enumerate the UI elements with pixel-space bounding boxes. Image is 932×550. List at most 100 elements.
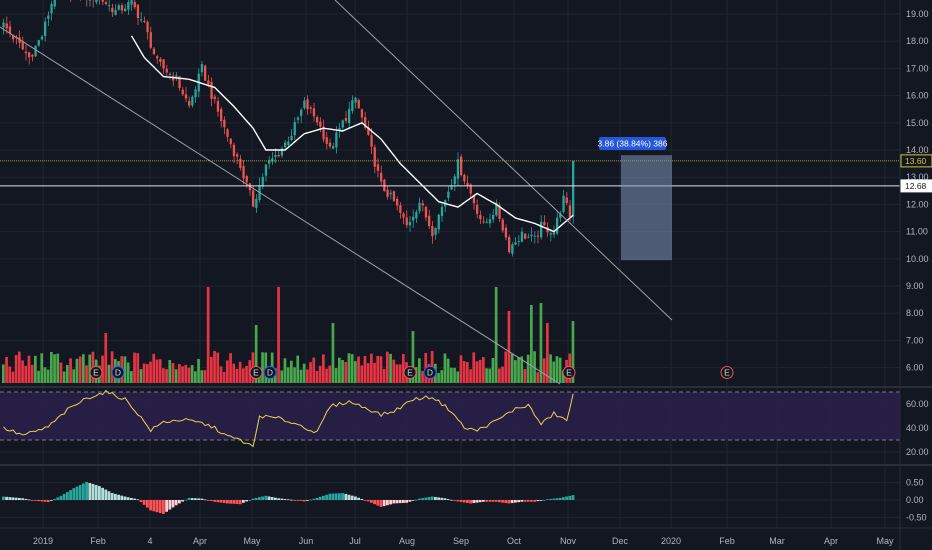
earnings-marker-6[interactable] [562, 366, 576, 379]
candle-body-163 [524, 233, 527, 239]
candle-body-169 [543, 222, 546, 226]
candle-body-31 [101, 0, 104, 2]
earnings-marker-label-5: D [427, 368, 433, 378]
trendline-upper[interactable] [334, 0, 673, 321]
volume-bar-23 [75, 358, 79, 383]
candle-body-160 [514, 242, 517, 245]
candle-body-46 [149, 32, 152, 48]
candle-body-84 [271, 158, 274, 162]
candle-body-142 [456, 159, 460, 179]
candle-body-75 [242, 166, 245, 179]
volume-bar-45 [146, 364, 149, 383]
candle-body-156 [501, 219, 504, 231]
macd-bar-124 [398, 500, 402, 504]
macd-bar-30 [98, 486, 101, 500]
macd-bar-86 [277, 498, 280, 500]
volume-bar-91 [293, 367, 296, 383]
macd-bar-42 [136, 499, 140, 501]
volume-bar-121 [389, 353, 392, 383]
macd-bar-35 [114, 493, 117, 500]
volume-bar-166 [533, 351, 536, 383]
macd-bar-18 [59, 495, 63, 500]
earnings-marker-4[interactable] [403, 366, 417, 379]
earnings-marker-1[interactable] [111, 366, 125, 379]
volume-bar-115 [370, 353, 373, 383]
volume-bar-20 [66, 364, 69, 383]
macd-bar-53 [171, 500, 175, 508]
candle-body-102 [328, 142, 332, 147]
macd-bar-156 [501, 500, 504, 503]
macd-bar-64 [206, 500, 210, 501]
candle-body-170 [546, 227, 549, 233]
candle-body-150 [482, 221, 485, 223]
volume-bar-163 [523, 369, 527, 383]
volume-bar-106 [341, 360, 344, 383]
macd-bar-4 [14, 497, 18, 500]
earnings-marker-0[interactable] [89, 366, 103, 379]
macd-bar-176 [565, 496, 568, 500]
macd-bar-150 [482, 500, 485, 502]
volume-bar-63 [203, 370, 207, 383]
macd-bar-168 [539, 500, 543, 501]
macd-bar-12 [40, 500, 44, 502]
macd-bar-24 [78, 485, 82, 500]
macd-bar-9 [30, 500, 34, 501]
candle-body-124 [399, 205, 402, 213]
macd-bar-16 [53, 498, 56, 500]
candle-body-157 [504, 227, 508, 238]
candle-body-68 [220, 109, 223, 122]
macd-bar-47 [152, 500, 156, 512]
macd-bar-95 [306, 500, 309, 501]
candle-body-176 [565, 197, 568, 203]
macd-bar-174 [558, 497, 562, 500]
volume-bar-165 [530, 305, 533, 383]
volume-bar-161 [517, 357, 520, 383]
candle-body-114 [367, 127, 370, 135]
price-tag-0[interactable]: 13.60 [905, 156, 927, 166]
price-tag-1[interactable]: 12.68 [905, 181, 927, 191]
candle-body-103 [332, 146, 335, 149]
earnings-marker-7[interactable] [720, 366, 734, 379]
macd-bar-162 [520, 500, 524, 502]
volume-bar-17 [56, 353, 60, 383]
volume-bar-66 [213, 351, 216, 383]
candle-body-146 [469, 184, 472, 194]
volume-bar-79 [254, 325, 258, 383]
price-range-measure[interactable]: 3.86 (38.84%) 386 [598, 137, 672, 261]
candle-body-49 [159, 58, 162, 62]
volume-bar-123 [395, 364, 399, 383]
macd-bar-10 [34, 500, 37, 501]
volume-bar-103 [331, 323, 335, 383]
candle-body-113 [364, 117, 367, 128]
candle-body-109 [351, 100, 354, 111]
volume-bar-47 [152, 353, 156, 383]
earnings-marker-3[interactable] [263, 366, 277, 379]
volume-bar-124 [398, 364, 402, 383]
macd-bar-60 [194, 498, 197, 500]
candle-body-39 [127, 2, 130, 10]
macd-bar-32 [104, 489, 108, 500]
price-tick-13: 6.00 [906, 363, 924, 373]
candle-body-38 [124, 8, 127, 12]
price-axis[interactable]: 19.00 18.00 17.00 16.00 15.00 14.00 13.00 12.00… [900, 9, 932, 522]
macd-bar-108 [347, 494, 351, 500]
volume-bar-11 [37, 370, 40, 383]
macd-bar-82 [264, 495, 268, 500]
candle-body-81 [261, 176, 264, 187]
volume-bar-16 [53, 354, 56, 383]
rsi-tick-0: 60.00 [906, 399, 929, 409]
earnings-marker-2[interactable] [249, 366, 263, 379]
earnings-marker-5[interactable] [423, 366, 437, 379]
trendline-lower[interactable] [0, 26, 561, 385]
macd-bar-99 [318, 496, 322, 500]
candle-body-121 [389, 192, 392, 195]
time-axis[interactable]: 2019 Feb 4 Apr May Jun Jul Aug Sep Oct Nov Dec 2020 F… [33, 536, 894, 546]
time-label-6: Jul [349, 536, 361, 546]
measure-box[interactable] [621, 155, 672, 261]
trendlines[interactable] [0, 0, 900, 385]
time-label-4: May [243, 536, 261, 546]
price-tick-8: 11.00 [906, 227, 928, 237]
macd-bar-129 [414, 499, 418, 501]
